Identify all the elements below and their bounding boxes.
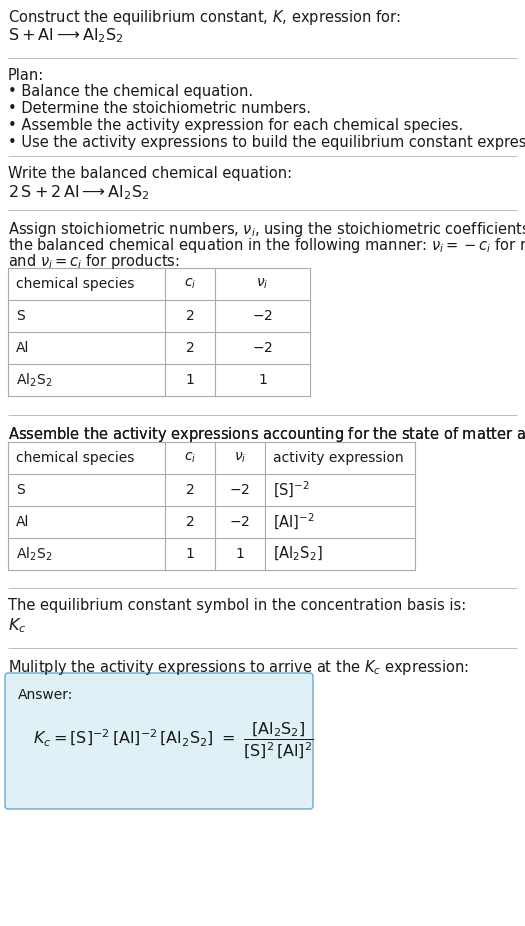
Text: Answer:: Answer: xyxy=(18,688,74,702)
Text: 2: 2 xyxy=(186,341,194,355)
Text: $[\mathrm{Al_2S_2}]$: $[\mathrm{Al_2S_2}]$ xyxy=(273,544,323,563)
Text: $\nu_i$: $\nu_i$ xyxy=(256,277,269,291)
Text: $\mathrm{Al_2S_2}$: $\mathrm{Al_2S_2}$ xyxy=(16,545,52,563)
Text: $K_c$: $K_c$ xyxy=(8,616,26,634)
Text: 1: 1 xyxy=(236,547,245,561)
Text: 1: 1 xyxy=(185,373,194,387)
Text: $\nu_i$: $\nu_i$ xyxy=(234,451,246,465)
Text: the balanced chemical equation in the following manner: $\nu_i = -c_i$ for react: the balanced chemical equation in the fo… xyxy=(8,236,525,255)
Text: 2: 2 xyxy=(186,515,194,529)
Text: 1: 1 xyxy=(258,373,267,387)
Text: Assemble the activity expressions accounting for the state of matter and $\nu_i$: Assemble the activity expressions accoun… xyxy=(8,425,525,444)
Text: • Assemble the activity expression for each chemical species.: • Assemble the activity expression for e… xyxy=(8,118,463,133)
Text: Al: Al xyxy=(16,515,29,529)
Text: activity expression: activity expression xyxy=(273,451,404,465)
Text: 2: 2 xyxy=(186,309,194,323)
Text: Assemble the activity expressions accounting for the state of matter and $\nu_i$: Assemble the activity expressions accoun… xyxy=(8,425,525,444)
Text: $-2$: $-2$ xyxy=(229,483,250,497)
Text: $\mathrm{S + Al \longrightarrow Al_2S_2}$: $\mathrm{S + Al \longrightarrow Al_2S_2}… xyxy=(8,26,124,44)
Text: $c_i$: $c_i$ xyxy=(184,277,196,291)
Text: $-2$: $-2$ xyxy=(252,341,273,355)
Text: Write the balanced chemical equation:: Write the balanced chemical equation: xyxy=(8,166,292,181)
Text: $[\mathrm{S}]^{-2}$: $[\mathrm{S}]^{-2}$ xyxy=(273,480,310,500)
Text: The equilibrium constant symbol in the concentration basis is:: The equilibrium constant symbol in the c… xyxy=(8,598,466,613)
Text: $K_c = [\mathrm{S}]^{-2}\,[\mathrm{Al}]^{-2}\,[\mathrm{Al_2S_2}]\ =\ \dfrac{[\ma: $K_c = [\mathrm{S}]^{-2}\,[\mathrm{Al}]^… xyxy=(33,721,314,761)
Text: Al: Al xyxy=(16,341,29,355)
Text: and $\nu_i = c_i$ for products:: and $\nu_i = c_i$ for products: xyxy=(8,252,180,271)
Text: $[\mathrm{Al}]^{-2}$: $[\mathrm{Al}]^{-2}$ xyxy=(273,512,314,532)
Text: Construct the equilibrium constant, $K$, expression for:: Construct the equilibrium constant, $K$,… xyxy=(8,8,401,27)
Text: chemical species: chemical species xyxy=(16,451,134,465)
Text: $\mathrm{2\,S + 2\,Al \longrightarrow Al_2S_2}$: $\mathrm{2\,S + 2\,Al \longrightarrow Al… xyxy=(8,183,149,202)
Text: $\mathrm{Al_2S_2}$: $\mathrm{Al_2S_2}$ xyxy=(16,371,52,389)
Text: S: S xyxy=(16,483,25,497)
Text: Mulitply the activity expressions to arrive at the $K_c$ expression:: Mulitply the activity expressions to arr… xyxy=(8,658,469,677)
Text: • Determine the stoichiometric numbers.: • Determine the stoichiometric numbers. xyxy=(8,101,311,116)
Text: 2: 2 xyxy=(186,483,194,497)
Text: 1: 1 xyxy=(185,547,194,561)
Text: $c_i$: $c_i$ xyxy=(184,451,196,465)
Text: S: S xyxy=(16,309,25,323)
Text: $-2$: $-2$ xyxy=(229,515,250,529)
Text: • Balance the chemical equation.: • Balance the chemical equation. xyxy=(8,84,253,99)
Text: Assign stoichiometric numbers, $\nu_i$, using the stoichiometric coefficients, $: Assign stoichiometric numbers, $\nu_i$, … xyxy=(8,220,525,239)
Text: chemical species: chemical species xyxy=(16,277,134,291)
FancyBboxPatch shape xyxy=(5,673,313,809)
Text: $-2$: $-2$ xyxy=(252,309,273,323)
Text: Plan:: Plan: xyxy=(8,68,44,83)
Text: • Use the activity expressions to build the equilibrium constant expression.: • Use the activity expressions to build … xyxy=(8,135,525,150)
